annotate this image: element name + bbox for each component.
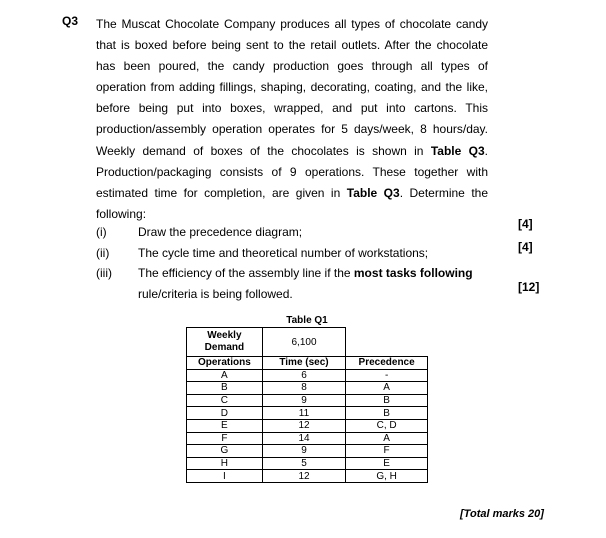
demand-value: 6,100 — [261, 327, 347, 357]
header-cell: Precedence — [345, 356, 428, 370]
table-row: D 11 B — [186, 406, 428, 420]
table-cell: E — [186, 418, 263, 433]
table-cell: H — [186, 456, 263, 471]
table-cell: B — [186, 381, 263, 395]
table-cell: B — [345, 393, 428, 408]
table-cell: 5 — [261, 456, 347, 471]
question-text: The Muscat Chocolate Company produces al… — [96, 14, 488, 225]
item-marks: [4] — [518, 240, 533, 254]
table-row: I 12 G, H — [186, 469, 428, 483]
item-number: (iii) — [96, 266, 112, 280]
table-cell: 14 — [261, 431, 347, 446]
header-cell: Time (sec) — [261, 356, 347, 370]
demand-label: Weekly Demand — [186, 327, 263, 357]
text-part: The efficiency of the assembly line if t… — [138, 266, 354, 280]
table-cell: A — [186, 368, 263, 383]
item-marks: [12] — [518, 280, 540, 294]
table-cell: G, H — [345, 469, 428, 483]
table-row: F 14 A — [186, 431, 428, 446]
table-cell: F — [345, 444, 428, 458]
item-text: Draw the precedence diagram; — [138, 225, 303, 239]
text-part: . Determine the following: — [96, 185, 488, 221]
table-cell: C — [186, 393, 263, 408]
item-number: (i) — [96, 225, 107, 239]
table-cell: E — [345, 456, 428, 471]
table-cell: 11 — [261, 406, 347, 420]
data-table: Weekly Demand 6,100 Operations Time (sec) P… — [186, 327, 428, 483]
item-text-line2: rule/criteria is being followed. — [138, 287, 293, 301]
table-ref: Table Q3 — [430, 143, 485, 158]
item-number: (ii) — [96, 246, 110, 260]
table-cell: A — [345, 381, 428, 395]
table-cell: G — [186, 444, 263, 458]
table-caption: Table Q1 — [286, 315, 328, 326]
table-cell: 8 — [261, 381, 347, 395]
table-cell: 9 — [261, 444, 347, 458]
table-cell: B — [345, 406, 428, 420]
empty-cell — [345, 327, 428, 357]
item-marks: [4] — [518, 217, 533, 231]
table-ref: Table Q3 — [346, 185, 400, 200]
table-cell: 9 — [261, 393, 347, 408]
question-number: Q3 — [62, 14, 79, 28]
header-cell: Operations — [186, 356, 263, 370]
table-cell: D — [186, 406, 263, 420]
table-row: E 12 C, D — [186, 418, 428, 433]
text-bold: most tasks following — [353, 266, 473, 280]
table-cell: 12 — [261, 469, 347, 483]
table-cell: - — [345, 368, 428, 383]
item-text: The cycle time and theoretical number of… — [138, 246, 429, 260]
table-cell: I — [186, 469, 263, 483]
text-part: . Production/packaging consists of 9 ope… — [96, 143, 489, 200]
table-cell: 12 — [261, 418, 347, 433]
table-cell: C, D — [345, 418, 428, 433]
table-cell: F — [186, 431, 263, 446]
item-text: The efficiency of the assembly line if t… — [138, 266, 473, 280]
text-part: The Muscat Chocolate Company produces al… — [96, 17, 488, 158]
total-marks: [Total marks 20] — [460, 508, 544, 520]
table-cell: A — [345, 431, 428, 446]
table-cell: 6 — [261, 368, 347, 383]
